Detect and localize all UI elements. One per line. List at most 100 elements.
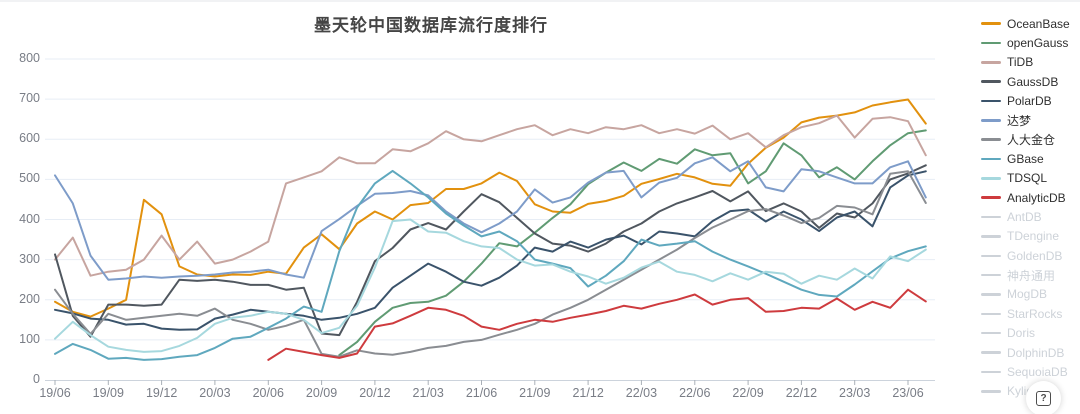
chart-legend: OceanBase openGauss TiDB GaussDB PolarDB 达梦人大… [981,14,1070,401]
window-top-edge [0,0,1080,2]
x-axis-label-21/06: 21/06 [465,386,498,400]
y-axis-label-100: 100 [19,331,40,346]
legend-item-TiDB[interactable]: TiDB [981,53,1070,72]
legend-label: GBase [1007,152,1044,167]
legend-label: 神舟通用 [1007,268,1056,283]
series-line-达梦 [54,156,927,281]
series-line-TDSQL [54,218,927,353]
legend-label: 达梦 [1007,113,1032,128]
legend-label: openGauss [1007,36,1069,51]
legend-swatch-icon [981,61,1001,64]
legend-label: GoldenDB [1007,248,1063,263]
legend-item-GaussDB[interactable]: GaussDB [981,72,1070,91]
legend-label: OceanBase [1007,16,1070,31]
legend-swatch-icon [981,273,1001,277]
legend-label: DolphinDB [1007,345,1065,360]
legend-swatch-icon [981,177,1001,180]
legend-item-TDengine[interactable]: TDengine [981,227,1070,246]
chart-title: 墨天轮中国数据库流行度排行 [314,16,548,35]
y-axis-label-800: 800 [19,51,40,65]
legend-label: GaussDB [1007,74,1059,89]
y-axis-label-500: 500 [19,171,40,186]
legend-swatch-icon [981,389,1001,393]
y-axis-label-400: 400 [19,211,40,226]
x-axis-label-19/06: 19/06 [39,386,71,400]
legend-swatch-icon [981,254,1001,258]
legend-item-MogDB[interactable]: MogDB [981,285,1070,304]
legend-swatch-icon [981,99,1001,103]
y-axis-label-300: 300 [19,251,40,266]
series-line-PolarDB [54,170,927,331]
series-line-AnalyticDB [267,288,927,361]
legend-item-TDSQL[interactable]: TDSQL [981,169,1070,188]
x-axis-label-21/12: 21/12 [572,386,604,400]
legend-item-AntDB[interactable]: AntDB [981,207,1070,226]
y-axis-label-600: 600 [19,131,40,146]
legend-swatch-icon [981,80,1001,83]
x-axis-label-19/09: 19/09 [92,386,124,400]
legend-swatch-icon [981,351,1001,354]
legend-swatch-icon [981,196,1001,200]
x-axis-label-20/12: 20/12 [359,386,391,400]
x-axis-label-22/06: 22/06 [679,386,711,400]
legend-label: Doris [1007,326,1036,341]
legend-swatch-icon [981,235,1001,238]
x-axis-label-20/03: 20/03 [199,386,231,400]
x-axis-label-20/09: 20/09 [305,386,338,400]
legend-swatch-icon [981,215,1001,219]
legend-item-StarRocks[interactable]: StarRocks [981,304,1070,323]
help-button[interactable]: ? [1026,381,1061,414]
legend-item-神舟通用[interactable]: 神舟通用 [981,265,1070,284]
legend-item-达梦[interactable]: 达梦 [981,111,1070,130]
legend-swatch-icon [981,370,1001,374]
x-axis-label-21/03: 21/03 [412,386,444,400]
x-axis-label-22/03: 22/03 [625,386,658,400]
y-axis-label-0: 0 [33,372,40,386]
series-line-GBase [54,169,927,361]
legend-item-GBase[interactable]: GBase [981,149,1070,168]
legend-label: SequoiaDB [1007,364,1068,379]
legend-label: PolarDB [1007,94,1052,109]
legend-swatch-icon [981,22,1001,25]
legend-label: AnalyticDB [1007,190,1066,205]
x-axis-label-20/06: 20/06 [252,386,284,400]
legend-label: TDengine [1007,229,1060,244]
legend-label: 人大金仓 [1007,133,1056,148]
legend-swatch-icon [981,293,1001,296]
y-axis-label-700: 700 [19,91,40,106]
legend-item-openGauss[interactable]: openGauss [981,33,1070,52]
legend-label: AntDB [1007,210,1042,225]
legend-item-AnalyticDB[interactable]: AnalyticDB [981,188,1070,207]
legend-label: StarRocks [1007,306,1063,321]
legend-label: TiDB [1007,55,1034,70]
series-line-GaussDB [54,164,927,338]
legend-swatch-icon [981,138,1001,142]
y-axis-label-200: 200 [19,291,40,306]
legend-label: TDSQL [1007,171,1048,186]
legend-item-OceanBase[interactable]: OceanBase [981,14,1070,33]
series-line-TiDB [54,114,927,277]
legend-swatch-icon [981,119,1001,122]
legend-item-GoldenDB[interactable]: GoldenDB [981,246,1070,265]
x-axis-label-21/09: 21/09 [519,386,551,400]
legend-item-DolphinDB[interactable]: DolphinDB [981,343,1070,362]
legend-item-Doris[interactable]: Doris [981,324,1070,343]
series-line-openGauss [338,129,927,357]
x-axis-label-22/09: 22/09 [732,386,764,400]
legend-swatch-icon [981,41,1001,45]
legend-item-SequoiaDB[interactable]: SequoiaDB [981,362,1070,381]
legend-swatch-icon [981,312,1001,316]
series-line-人大金仓 [54,170,927,358]
x-axis-label-19/12: 19/12 [145,386,178,400]
x-axis-label-22/12: 22/12 [785,386,818,400]
legend-item-PolarDB[interactable]: PolarDB [981,91,1070,110]
x-axis-label-23/03: 23/03 [839,386,871,400]
legend-swatch-icon [981,157,1001,161]
legend-swatch-icon [981,331,1001,335]
x-axis-label-23/06: 23/06 [892,386,924,400]
legend-label: MogDB [1007,287,1048,302]
question-mark-icon: ? [1036,391,1051,406]
legend-item-人大金仓[interactable]: 人大金仓 [981,130,1070,149]
